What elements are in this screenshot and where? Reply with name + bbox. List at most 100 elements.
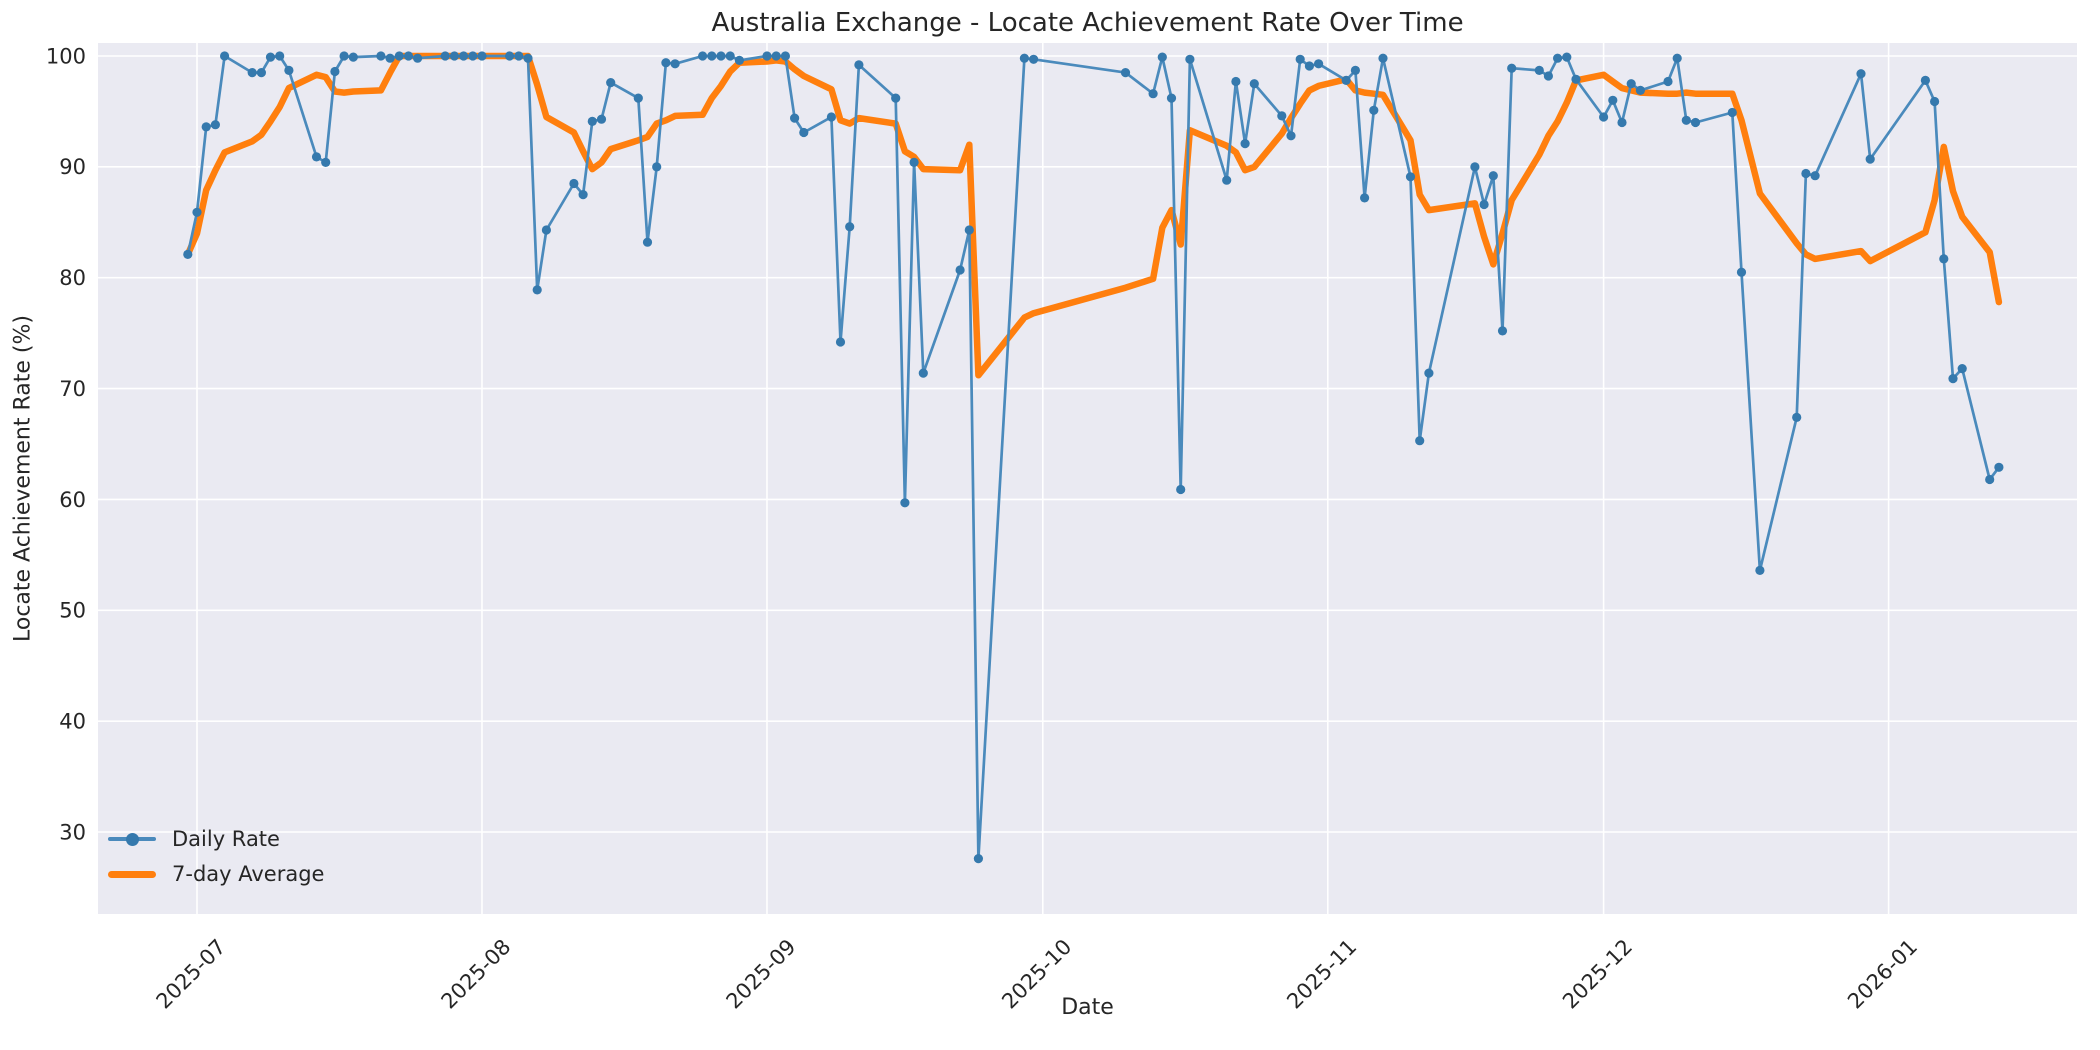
daily-rate-point <box>1856 69 1866 79</box>
daily-rate-point <box>1810 171 1820 181</box>
daily-rate-point <box>192 207 202 217</box>
daily-rate-point <box>1865 154 1875 164</box>
daily-rate-point <box>1994 462 2004 472</box>
daily-rate-point <box>1939 254 1949 264</box>
daily-rate-point <box>569 178 579 189</box>
x-axis-label: Date <box>1061 995 1114 1020</box>
daily-rate-point <box>376 51 386 61</box>
daily-rate-point <box>1553 53 1563 63</box>
daily-rate-point <box>1350 65 1360 75</box>
daily-rate-point <box>284 65 294 75</box>
daily-rate-point <box>275 51 285 61</box>
daily-rate-point <box>1295 54 1305 64</box>
daily-rate-point <box>1424 368 1434 378</box>
daily-rate-point <box>1341 75 1351 85</box>
legend-item-7day-average: 7-day Average <box>108 861 324 887</box>
daily-rate-point <box>1571 74 1581 84</box>
daily-rate-point <box>762 51 772 61</box>
daily-rate-point <box>201 122 211 132</box>
daily-rate-point <box>734 55 745 65</box>
daily-rate-point <box>661 58 671 68</box>
daily-rate-point <box>891 93 901 103</box>
daily-rate-point <box>514 51 524 61</box>
daily-rate-point <box>1608 95 1618 105</box>
daily-rate-point <box>1157 52 1167 62</box>
daily-rate-point <box>468 51 478 61</box>
daily-rate-point <box>1479 199 1489 210</box>
daily-rate-point <box>449 51 459 61</box>
daily-rate-point <box>459 51 469 61</box>
daily-rate-point <box>973 854 984 864</box>
daily-rate-point <box>1663 76 1673 87</box>
daily-rate-point <box>321 157 331 167</box>
daily-rate-point <box>477 51 487 61</box>
daily-rate-point <box>1635 85 1645 95</box>
daily-rate-line-swatch <box>108 826 156 852</box>
legend-label-daily-rate: Daily Rate <box>172 827 280 851</box>
daily-rate-point <box>183 249 193 259</box>
daily-rate-point <box>311 152 322 162</box>
avg-line-swatch <box>108 861 156 887</box>
daily-rate-point <box>1543 71 1553 81</box>
daily-rate-point <box>1470 162 1480 172</box>
y-tick-labels: 30 40 50 60 70 80 90 100 <box>46 44 86 844</box>
daily-rate-point <box>1019 53 1029 63</box>
daily-rate-point <box>964 225 974 235</box>
daily-rate-point <box>265 52 276 62</box>
daily-rate-point <box>1681 115 1691 125</box>
daily-rate-point <box>587 116 597 126</box>
daily-rate-point <box>1534 65 1544 75</box>
daily-rate-point <box>1930 96 1940 107</box>
daily-rate-point <box>799 127 809 138</box>
daily-rate-point <box>642 237 653 247</box>
daily-rate-point <box>707 51 717 61</box>
y-tick-label: 30 <box>59 820 86 844</box>
daily-rate-point <box>440 51 450 61</box>
series-daily-rate-markers <box>183 51 2004 864</box>
daily-rate-point <box>1672 53 1682 63</box>
daily-rate-point <box>1378 53 1388 63</box>
daily-rate-point <box>1029 54 1039 64</box>
plot-background <box>98 43 2077 914</box>
daily-rate-point <box>1562 52 1572 62</box>
gridlines <box>98 43 2077 914</box>
y-tick-label: 80 <box>59 266 86 290</box>
legend-item-daily-rate: Daily Rate <box>108 826 324 852</box>
daily-rate-point <box>1497 326 1508 336</box>
daily-rate-point <box>532 285 542 295</box>
daily-rate-point <box>1277 111 1287 121</box>
daily-rate-point <box>1488 171 1498 181</box>
daily-rate-point <box>1599 112 1609 122</box>
daily-rate-point <box>835 337 846 347</box>
daily-rate-point <box>790 113 800 123</box>
daily-rate-point <box>633 93 643 103</box>
daily-rate-point <box>1415 436 1425 446</box>
daily-rate-point <box>1222 175 1232 185</box>
daily-rate-point <box>1727 107 1737 118</box>
daily-rate-point <box>1405 172 1416 182</box>
daily-rate-point <box>1985 474 1995 485</box>
daily-rate-point <box>1176 484 1186 495</box>
daily-rate-point <box>210 120 220 130</box>
daily-rate-point <box>596 114 607 124</box>
daily-rate-point <box>1148 89 1158 99</box>
daily-rate-point <box>523 53 533 63</box>
daily-rate-point <box>1314 59 1324 69</box>
daily-rate-point <box>900 498 910 508</box>
daily-rate-point <box>771 51 781 61</box>
daily-rate-point <box>1690 117 1701 128</box>
y-tick-label: 50 <box>59 599 86 623</box>
daily-rate-point <box>394 51 404 61</box>
daily-rate-point <box>606 78 616 88</box>
daily-rate-point <box>1792 412 1802 422</box>
daily-rate-point <box>1249 79 1259 89</box>
daily-rate-point <box>1626 79 1636 89</box>
daily-rate-point <box>385 53 395 63</box>
daily-rate-point <box>716 51 726 61</box>
daily-rate-point <box>1231 76 1241 87</box>
daily-rate-point <box>1736 267 1747 277</box>
daily-rate-point <box>854 60 864 70</box>
y-axis-label: Locate Achievement Rate (%) <box>10 315 36 643</box>
